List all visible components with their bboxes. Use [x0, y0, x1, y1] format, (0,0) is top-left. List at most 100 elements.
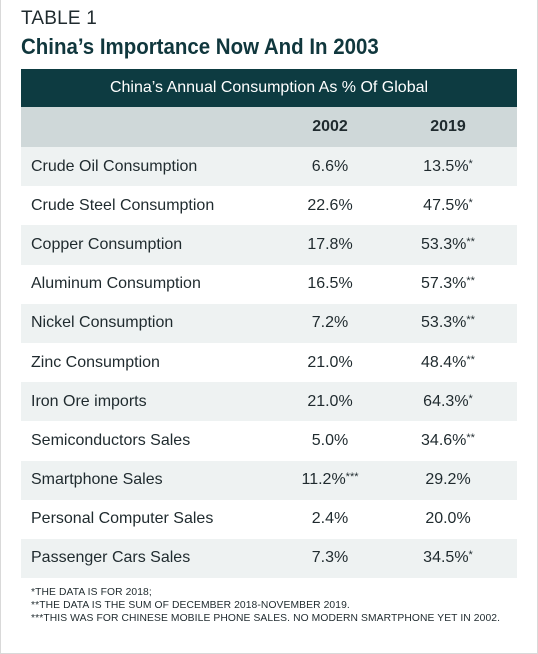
- cell-2019-value: 64.3%: [423, 392, 469, 410]
- row-item: Passenger Cars Sales: [21, 549, 281, 567]
- footnote-marker: *: [468, 196, 473, 209]
- cell-2002: 5.0%: [281, 432, 379, 450]
- cell-2019-value: 53.3%: [421, 314, 467, 332]
- row-item-value: Iron Ore imports: [31, 392, 147, 410]
- row-item-value: Zinc Consumption: [31, 353, 160, 371]
- row-item-value: Crude Oil Consumption: [31, 157, 198, 175]
- consumption-table: China’s Annual Consumption As % Of Globa…: [21, 69, 517, 579]
- footnote-marker: **: [466, 314, 475, 327]
- cell-2002: 22.6%: [281, 197, 379, 215]
- cell-2019-value: 34.5%: [423, 549, 469, 567]
- cell-2002-value: 21.0%: [307, 353, 353, 371]
- table-row: Smartphone Sales 11.2%*** 29.2%: [21, 460, 517, 500]
- cell-2019: 57.3%**: [379, 275, 517, 293]
- table-row: Crude Steel Consumption 22.6% 47.5%*: [21, 186, 517, 225]
- row-item-value: Personal Computer Sales: [31, 510, 214, 528]
- row-item-value: Nickel Consumption: [31, 314, 174, 332]
- cell-2002-value: 7.2%: [311, 314, 349, 332]
- footnote-marker: **: [466, 353, 475, 366]
- row-item: Iron Ore imports: [21, 393, 281, 411]
- cell-2019-value: 57.3%: [421, 275, 467, 293]
- cell-2019: 48.4%**: [379, 354, 517, 372]
- cell-2002-value: 11.2%: [301, 471, 346, 489]
- table-row: Aluminum Consumption 16.5% 57.3%**: [21, 265, 517, 304]
- page-title: China’s Importance Now And In 2003: [21, 34, 379, 59]
- footnote: ***THIS WAS FOR CHINESE MOBILE PHONE SAL…: [31, 613, 501, 624]
- footnote: **THE DATA IS THE SUM OF DECEMBER 2018-N…: [31, 600, 350, 611]
- cell-2002-value: 7.3%: [311, 549, 349, 567]
- cell-2002: 21.0%: [281, 354, 379, 372]
- table-label: TABLE 1: [21, 8, 98, 29]
- cell-2019-value: 53.3%: [421, 235, 467, 253]
- cell-2019: 34.6%**: [379, 432, 517, 450]
- row-item: Nickel Consumption: [21, 314, 281, 332]
- cell-2002: 21.0%: [281, 393, 379, 411]
- cell-2019: 53.3%**: [379, 314, 517, 332]
- row-item: Semiconductors Sales: [21, 432, 281, 450]
- row-item: Smartphone Sales: [21, 471, 281, 489]
- footnote-marker: **: [466, 275, 475, 288]
- cell-2019-value: 48.4%: [421, 353, 467, 371]
- table-row: Crude Oil Consumption 6.6% 13.5%*: [21, 147, 517, 187]
- cell-2002: 7.2%: [281, 314, 379, 332]
- cell-2019: 47.5%*: [379, 197, 517, 215]
- table-row: Passenger Cars Sales 7.3% 34.5%*: [21, 538, 517, 579]
- table-row: Copper Consumption 17.8% 53.3%**: [21, 225, 517, 265]
- row-item: Crude Oil Consumption: [21, 158, 281, 176]
- footnote-marker: **: [466, 235, 475, 248]
- cell-2002-value: 6.6%: [311, 157, 349, 175]
- cell-2019: 64.3%*: [379, 393, 517, 411]
- row-item: Aluminum Consumption: [21, 275, 281, 293]
- cell-2002-value: 21.0%: [307, 392, 353, 410]
- footnotes: *THE DATA IS FOR 2018; **THE DATA IS THE…: [31, 586, 521, 625]
- cell-2019: 34.5%*: [379, 549, 517, 567]
- row-item-value: Aluminum Consumption: [31, 275, 201, 293]
- footnote-marker: *: [468, 157, 473, 170]
- cell-2019-value: 34.6%: [421, 431, 467, 449]
- cell-2002-value: 16.5%: [307, 275, 353, 293]
- cell-2002: 7.3%: [281, 549, 379, 567]
- table-row: Semiconductors Sales 5.0% 34.6%**: [21, 421, 517, 460]
- cell-2002: 2.4%: [281, 510, 379, 528]
- footnote-marker: *: [468, 549, 473, 562]
- cell-2002-value: 17.8%: [307, 235, 353, 253]
- cell-2002-value: 2.4%: [311, 510, 349, 528]
- row-item-value: Crude Steel Consumption: [31, 196, 215, 214]
- cell-2019: 53.3%**: [379, 236, 517, 254]
- cell-2002: 16.5%: [281, 275, 379, 293]
- table-row: Iron Ore imports 21.0% 64.3%*: [21, 382, 517, 422]
- row-item: Copper Consumption: [21, 236, 281, 254]
- cell-2002: 11.2%***: [281, 471, 379, 489]
- cell-2002-value: 22.6%: [307, 196, 353, 214]
- cell-2019: 13.5%*: [379, 158, 517, 176]
- cell-2019: 29.2%: [379, 471, 517, 489]
- cell-2002-value: 5.0%: [311, 431, 349, 449]
- footnote-marker: **: [466, 431, 475, 444]
- footnote-marker: *: [468, 392, 473, 405]
- row-item: Crude Steel Consumption: [21, 197, 281, 215]
- cell-2019-value: 29.2%: [425, 471, 471, 489]
- column-header-2019: 2019: [430, 118, 466, 135]
- cell-2019-value: 47.5%: [423, 196, 469, 214]
- cell-2002: 6.6%: [281, 158, 379, 176]
- column-header-2002: 2002: [312, 118, 348, 135]
- table-row: Nickel Consumption 7.2% 53.3%**: [21, 303, 517, 343]
- footnote-marker: ***: [345, 471, 359, 484]
- table-row: Zinc Consumption 21.0% 48.4%**: [21, 343, 517, 382]
- cell-2019-value: 13.5%: [423, 157, 469, 175]
- row-item-value: Passenger Cars Sales: [31, 549, 191, 567]
- row-item-value: Semiconductors Sales: [31, 431, 191, 449]
- table-body: Crude Oil Consumption 6.6% 13.5%* Crude Ste…: [21, 147, 517, 579]
- row-item-value: Smartphone Sales: [31, 471, 163, 489]
- cell-2002: 17.8%: [281, 236, 379, 254]
- row-item-value: Copper Consumption: [31, 235, 183, 253]
- table-row: Personal Computer Sales 2.4% 20.0%: [21, 500, 517, 539]
- cell-2019: 20.0%: [379, 510, 517, 528]
- cell-2019-value: 20.0%: [425, 510, 471, 528]
- column-header-row: 2002 2019: [21, 107, 517, 147]
- row-item: Personal Computer Sales: [21, 510, 281, 528]
- table-caption: China’s Annual Consumption As % Of Globa…: [21, 69, 517, 107]
- row-item: Zinc Consumption: [21, 354, 281, 372]
- footnote: *THE DATA IS FOR 2018;: [31, 587, 152, 598]
